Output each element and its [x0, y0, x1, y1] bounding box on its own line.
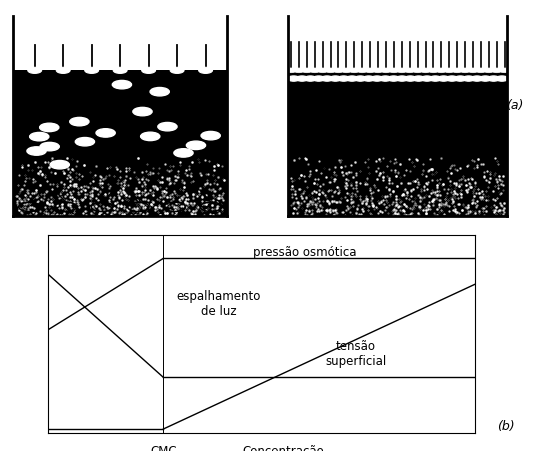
Text: pressão osmótica: pressão osmótica — [253, 246, 356, 259]
Circle shape — [199, 67, 213, 74]
Circle shape — [446, 76, 458, 81]
Circle shape — [480, 76, 491, 81]
Text: (a): (a) — [506, 99, 523, 112]
Polygon shape — [13, 70, 227, 216]
Circle shape — [75, 138, 95, 146]
Circle shape — [413, 76, 425, 81]
Circle shape — [380, 76, 391, 81]
Circle shape — [170, 67, 184, 74]
Circle shape — [412, 68, 423, 73]
Circle shape — [288, 76, 300, 81]
Circle shape — [373, 68, 383, 73]
Circle shape — [309, 68, 320, 73]
Circle shape — [420, 68, 431, 73]
Circle shape — [444, 68, 454, 73]
Circle shape — [85, 67, 99, 74]
Circle shape — [304, 76, 316, 81]
Circle shape — [496, 76, 508, 81]
Circle shape — [338, 76, 350, 81]
Circle shape — [142, 67, 155, 74]
Circle shape — [438, 76, 450, 81]
Circle shape — [488, 76, 499, 81]
Text: espalhamento
de luz: espalhamento de luz — [177, 290, 261, 318]
Circle shape — [499, 68, 510, 73]
Circle shape — [483, 68, 494, 73]
Circle shape — [460, 68, 470, 73]
Circle shape — [463, 76, 475, 81]
Circle shape — [201, 131, 221, 140]
Circle shape — [396, 76, 408, 81]
Circle shape — [428, 68, 439, 73]
Text: CMC: CMC — [150, 445, 177, 451]
Circle shape — [365, 68, 375, 73]
Circle shape — [363, 76, 374, 81]
Circle shape — [468, 68, 478, 73]
Circle shape — [329, 76, 341, 81]
Circle shape — [357, 68, 367, 73]
Circle shape — [40, 123, 59, 132]
Circle shape — [349, 68, 360, 73]
Circle shape — [404, 68, 415, 73]
Circle shape — [436, 68, 446, 73]
Circle shape — [50, 161, 69, 169]
Circle shape — [341, 68, 352, 73]
Circle shape — [381, 68, 391, 73]
Circle shape — [371, 76, 383, 81]
Circle shape — [396, 68, 407, 73]
Circle shape — [140, 132, 160, 141]
Circle shape — [29, 133, 49, 141]
Circle shape — [302, 68, 312, 73]
Circle shape — [429, 76, 441, 81]
Circle shape — [27, 147, 46, 155]
Polygon shape — [288, 70, 507, 216]
Circle shape — [286, 68, 296, 73]
Circle shape — [321, 76, 333, 81]
Circle shape — [186, 141, 206, 150]
Text: tensão
superficial: tensão superficial — [325, 340, 386, 368]
Circle shape — [404, 76, 416, 81]
Circle shape — [174, 149, 193, 157]
Circle shape — [346, 76, 358, 81]
Circle shape — [70, 117, 89, 126]
Circle shape — [421, 76, 433, 81]
Circle shape — [491, 68, 502, 73]
Circle shape — [28, 67, 42, 74]
Text: Concentração: Concentração — [242, 445, 324, 451]
Circle shape — [317, 68, 328, 73]
Circle shape — [112, 80, 131, 89]
Circle shape — [294, 68, 304, 73]
Circle shape — [355, 76, 366, 81]
Circle shape — [96, 129, 115, 137]
Circle shape — [471, 76, 483, 81]
Circle shape — [452, 68, 462, 73]
Circle shape — [40, 143, 59, 151]
Circle shape — [56, 67, 70, 74]
Circle shape — [113, 67, 127, 74]
Circle shape — [454, 76, 466, 81]
Circle shape — [325, 68, 336, 73]
Circle shape — [296, 76, 308, 81]
Text: (b): (b) — [497, 420, 514, 433]
Circle shape — [388, 76, 399, 81]
Circle shape — [158, 122, 177, 131]
Circle shape — [476, 68, 486, 73]
Circle shape — [133, 107, 152, 116]
Circle shape — [150, 87, 169, 96]
Circle shape — [389, 68, 399, 73]
Circle shape — [313, 76, 325, 81]
Circle shape — [333, 68, 344, 73]
